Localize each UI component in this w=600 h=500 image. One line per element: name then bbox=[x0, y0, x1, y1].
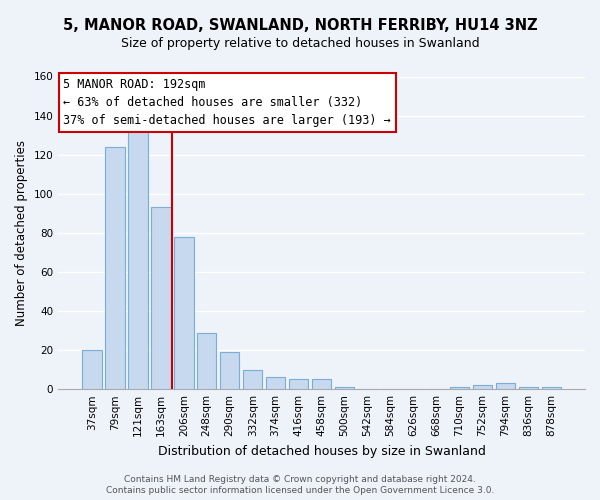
Bar bbox=[220, 352, 239, 389]
Bar bbox=[243, 370, 262, 389]
Bar bbox=[197, 332, 217, 389]
Bar bbox=[266, 378, 286, 389]
Bar bbox=[312, 380, 331, 389]
Bar bbox=[335, 387, 355, 389]
Bar bbox=[473, 386, 492, 389]
Bar bbox=[496, 384, 515, 389]
Bar bbox=[82, 350, 101, 389]
Bar bbox=[151, 208, 170, 389]
Bar bbox=[289, 380, 308, 389]
Text: 5 MANOR ROAD: 192sqm
← 63% of detached houses are smaller (332)
37% of semi-deta: 5 MANOR ROAD: 192sqm ← 63% of detached h… bbox=[64, 78, 391, 127]
Bar bbox=[518, 387, 538, 389]
Bar bbox=[128, 130, 148, 389]
X-axis label: Distribution of detached houses by size in Swanland: Distribution of detached houses by size … bbox=[158, 444, 485, 458]
Bar bbox=[174, 236, 194, 389]
Text: Contains public sector information licensed under the Open Government Licence 3.: Contains public sector information licen… bbox=[106, 486, 494, 495]
Bar bbox=[105, 147, 125, 389]
Y-axis label: Number of detached properties: Number of detached properties bbox=[15, 140, 28, 326]
Text: 5, MANOR ROAD, SWANLAND, NORTH FERRIBY, HU14 3NZ: 5, MANOR ROAD, SWANLAND, NORTH FERRIBY, … bbox=[62, 18, 538, 32]
Bar bbox=[542, 387, 561, 389]
Text: Size of property relative to detached houses in Swanland: Size of property relative to detached ho… bbox=[121, 38, 479, 51]
Bar bbox=[449, 387, 469, 389]
Text: Contains HM Land Registry data © Crown copyright and database right 2024.: Contains HM Land Registry data © Crown c… bbox=[124, 475, 476, 484]
